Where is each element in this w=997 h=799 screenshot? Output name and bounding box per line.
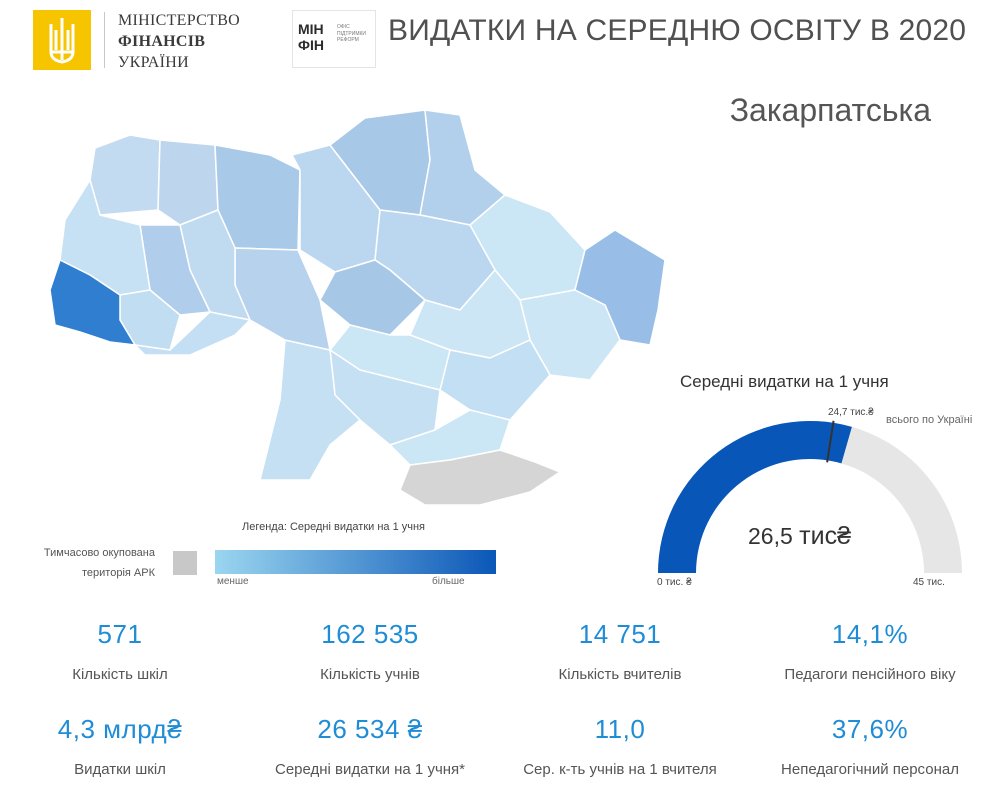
page-title: ВИДАТКИ НА СЕРЕДНЮ ОСВІТУ В 2020 bbox=[388, 14, 967, 47]
kpi-retirement-teachers-label: Педагоги пенсійного віку bbox=[784, 666, 956, 683]
kpi-school-spending-value: 4,3 млрд₴ bbox=[57, 714, 183, 744]
gauge-target-caption: всього по Україні bbox=[886, 414, 973, 426]
minfin-sub-3: РЕФОРМ bbox=[337, 37, 359, 43]
kpi-non-teaching-staff-value: 37,6% bbox=[831, 714, 909, 744]
kpi-teachers-value: 14 751 bbox=[578, 619, 662, 649]
ministry-line-1: МІНІСТЕРСТВО bbox=[118, 12, 241, 29]
kpi-schools-value: 571 bbox=[97, 619, 143, 649]
gauge-value-number: 26,5 bbox=[748, 523, 793, 549]
kpi-teachers-label: Кількість вчителів bbox=[558, 666, 682, 683]
ark-legend-label: Тимчасово окупована територія АРК bbox=[10, 543, 155, 583]
region-vinnytsia[interactable] bbox=[234, 247, 331, 351]
gauge-min-label: 0 тис. ₴ bbox=[657, 577, 692, 588]
minfin-logo: МІН ФІН ОФІС ПІДТРИМКИ РЕФОРМ bbox=[292, 10, 376, 68]
legend-max-label: більше bbox=[432, 576, 465, 587]
kpi-retirement-teachers-value: 14,1% bbox=[831, 619, 909, 649]
kpi-non-teaching-staff-label: Непедагогічний персонал bbox=[781, 761, 959, 778]
ark-legend-swatch bbox=[173, 551, 197, 575]
region-crimea-ark[interactable] bbox=[399, 449, 561, 506]
region-zaporizhzhia[interactable] bbox=[439, 339, 551, 421]
minfin-word-2: ФІН bbox=[298, 37, 324, 53]
ark-label-line-1: Тимчасово окупована bbox=[43, 547, 155, 559]
region-odesa[interactable] bbox=[259, 339, 361, 481]
ministry-name: МІНІСТЕРСТВО ФІНАНСІВ УКРАЇНИ bbox=[118, 10, 240, 73]
region-chernivtsi[interactable] bbox=[134, 311, 251, 356]
minfin-sub-2: ПІДТРИМКИ bbox=[337, 30, 367, 37]
kpi-student-teacher-ratio-label: Сер. к-ть учнів на 1 вчителя bbox=[523, 761, 717, 778]
ministry-emblem-logo bbox=[33, 10, 91, 70]
kpi-schools-label: Кількість шкіл bbox=[72, 666, 168, 683]
legend-title: Легенда: Середні видатки на 1 учня bbox=[242, 521, 426, 533]
region-volyn[interactable] bbox=[89, 134, 161, 216]
gauge-title: Середні видатки на 1 учня bbox=[680, 372, 889, 391]
legend-min-label: менше bbox=[217, 576, 249, 587]
region-zakarpattia-highlighted[interactable] bbox=[49, 259, 136, 346]
kpi-school-spending-label: Видатки шкіл bbox=[74, 761, 166, 778]
kpi-per-student-spending-value: 26 534 ₴ bbox=[317, 714, 423, 744]
kpi-per-student-spending-label: Середні видатки на 1 учня* bbox=[274, 761, 466, 778]
minfin-word-1: МІН bbox=[298, 21, 324, 37]
minfin-sub-1: ОФІС bbox=[337, 24, 350, 30]
ministry-line-2: ФІНАНСІВ bbox=[118, 33, 206, 50]
ministry-line-3: УКРАЇНИ bbox=[118, 54, 189, 71]
spending-gauge bbox=[658, 420, 962, 573]
legend-gradient-bar bbox=[215, 550, 496, 574]
gauge-fill bbox=[658, 421, 852, 573]
gauge-value: 26,5 тис₴ bbox=[748, 522, 851, 551]
kpi-students-value: 162 535 bbox=[321, 619, 419, 649]
gauge-value-unit: тис₴ bbox=[799, 522, 851, 550]
region-cherkasy[interactable] bbox=[319, 259, 426, 336]
header-divider bbox=[104, 12, 105, 68]
minfin-logo-word: МІН ФІН bbox=[298, 21, 324, 53]
ukraine-map bbox=[49, 109, 666, 506]
kpi-student-teacher-ratio-value: 11,0 bbox=[594, 714, 646, 744]
gauge-max-label: 45 тис. bbox=[913, 577, 945, 588]
ark-label-line-2: територія АРК bbox=[82, 567, 155, 579]
region-rivne[interactable] bbox=[157, 139, 219, 226]
gauge-target-value: 24,7 тис.₴ bbox=[828, 407, 874, 418]
minfin-logo-subtext: ОФІС ПІДТРИМКИ РЕФОРМ bbox=[337, 24, 366, 44]
gauge-target-marker bbox=[826, 420, 835, 463]
selected-region-name: Закарпатська bbox=[729, 92, 931, 128]
kpi-students-label: Кількість учнів bbox=[320, 666, 420, 683]
